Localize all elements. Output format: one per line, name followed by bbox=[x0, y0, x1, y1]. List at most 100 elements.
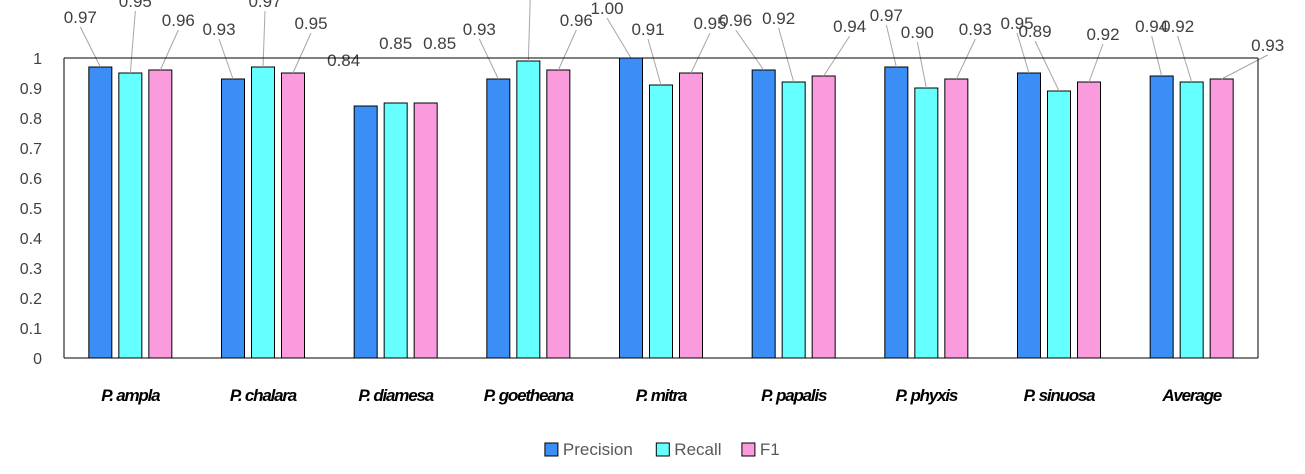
data-label-recall: 0.91 bbox=[631, 20, 664, 39]
label-leader-line bbox=[129, 10, 136, 74]
bar-f1 bbox=[546, 69, 571, 359]
label-leader-line bbox=[557, 29, 577, 71]
label-leader-line bbox=[735, 29, 765, 71]
label-leader-line bbox=[1034, 40, 1060, 92]
bar-precision bbox=[221, 78, 245, 359]
y-tick-label: 0.2 bbox=[20, 291, 42, 308]
label-leader-line bbox=[478, 38, 499, 80]
bar-precision bbox=[353, 105, 378, 359]
bar-recall bbox=[516, 60, 541, 359]
label-leader-line bbox=[606, 17, 632, 59]
y-tick-label: 0.1 bbox=[20, 321, 42, 338]
legend-label-recall: Recall bbox=[674, 440, 721, 459]
bar-recall bbox=[1047, 90, 1071, 359]
legend-swatch-recall bbox=[655, 442, 670, 457]
y-tick-label: 0.9 bbox=[20, 81, 42, 98]
data-label-precision: 0.95 bbox=[1000, 14, 1033, 33]
bar-recall bbox=[781, 81, 806, 359]
bar-precision bbox=[884, 66, 909, 359]
data-label-recall: 0.95 bbox=[119, 0, 152, 11]
data-label-f1: 0.92 bbox=[1086, 25, 1119, 44]
data-label-recall: 0.92 bbox=[1161, 17, 1194, 36]
label-leader-line bbox=[1221, 54, 1268, 80]
x-tick-label: P. papalis bbox=[761, 386, 827, 405]
x-axis-ticks: P. ampla P. chalara P. diamesa P. goetheana… bbox=[101, 386, 1223, 405]
data-label-recall: 0.97 bbox=[248, 0, 281, 11]
legend: Precision Recall F1 bbox=[544, 440, 780, 459]
legend-label-f1: F1 bbox=[760, 440, 780, 459]
data-label-f1: 0.94 bbox=[833, 17, 866, 36]
x-tick-label: P. goetheana bbox=[484, 386, 574, 405]
data-label-recall: 0.85 bbox=[379, 34, 412, 53]
bar-f1 bbox=[679, 72, 703, 359]
bar-f1 bbox=[413, 102, 438, 359]
label-leader-line bbox=[778, 27, 795, 83]
bar-precision bbox=[619, 57, 643, 359]
x-tick-label: Average bbox=[1161, 386, 1221, 405]
y-tick-label: 0.7 bbox=[20, 141, 42, 158]
label-leader-line bbox=[916, 41, 927, 89]
x-tick-label: P. mitra bbox=[636, 386, 687, 405]
label-leader-line bbox=[1088, 43, 1104, 83]
label-leader-line bbox=[955, 38, 976, 80]
data-label-precision: 0.94 bbox=[1135, 17, 1168, 36]
bar-f1 bbox=[1077, 81, 1101, 359]
y-tick-label: 0.5 bbox=[20, 201, 42, 218]
x-tick-label: P. sinuosa bbox=[1024, 386, 1096, 405]
data-label-precision: 0.93 bbox=[463, 20, 496, 39]
data-label-f1: 0.96 bbox=[560, 11, 593, 30]
legend-swatch-f1 bbox=[741, 442, 756, 457]
legend-swatch-precision bbox=[544, 442, 559, 457]
data-label-recall: 0.89 bbox=[1018, 22, 1051, 41]
data-label-f1: 0.95 bbox=[294, 14, 327, 33]
x-tick-label: P. ampla bbox=[101, 386, 160, 405]
label-leader-line bbox=[647, 38, 662, 86]
bars bbox=[88, 57, 1234, 359]
label-leader-line bbox=[690, 32, 711, 74]
plot-frame bbox=[63, 57, 1259, 359]
bar-f1 bbox=[148, 69, 173, 359]
data-label-f1: 0.93 bbox=[1251, 36, 1284, 55]
label-leader-line bbox=[527, 0, 531, 62]
bar-recall bbox=[251, 66, 275, 359]
bar-recall bbox=[914, 87, 939, 359]
bar-f1 bbox=[1209, 78, 1234, 359]
label-leader-line bbox=[885, 24, 897, 68]
x-tick-label: P. diamesa bbox=[358, 386, 433, 405]
bar-recall bbox=[383, 102, 408, 359]
y-tick-label: 0.3 bbox=[20, 261, 42, 278]
bar-f1 bbox=[811, 75, 836, 359]
y-tick-label: 0.4 bbox=[20, 231, 42, 248]
bar-precision bbox=[88, 66, 113, 359]
y-tick-label: 1 bbox=[33, 51, 42, 68]
label-leader-line bbox=[1177, 35, 1193, 83]
data-label-f1: 0.93 bbox=[959, 20, 992, 39]
data-label-precision: 0.97 bbox=[64, 8, 97, 27]
data-label-recall: 0.90 bbox=[901, 23, 934, 42]
bar-precision bbox=[486, 78, 511, 359]
bar-recall bbox=[118, 72, 143, 359]
label-leader-line bbox=[218, 38, 234, 80]
data-label-f1: 0.96 bbox=[162, 11, 195, 30]
data-label-recall: 0.92 bbox=[762, 9, 795, 28]
y-tick-label: 0.6 bbox=[20, 171, 42, 188]
y-axis-ticks: 0 0.1 0.2 0.3 0.4 0.5 0.6 0.7 0.8 0.9 1 bbox=[20, 51, 42, 368]
label-leader-line bbox=[159, 29, 179, 71]
data-label-precision: 0.96 bbox=[719, 11, 752, 30]
y-tick-label: 0.8 bbox=[20, 111, 42, 128]
label-leader-line bbox=[1016, 32, 1030, 74]
label-leader-lines bbox=[79, 0, 1268, 92]
bar-f1 bbox=[944, 78, 969, 359]
data-label-precision: 0.93 bbox=[202, 20, 235, 39]
bar-precision bbox=[1017, 72, 1041, 359]
label-leader-line bbox=[292, 32, 312, 74]
label-leader-line bbox=[1151, 35, 1163, 77]
legend-label-precision: Precision bbox=[563, 440, 633, 459]
label-leader-line bbox=[262, 10, 266, 68]
y-tick-label: 0 bbox=[33, 351, 42, 368]
bar-recall bbox=[649, 84, 673, 359]
x-tick-label: P. phyxis bbox=[896, 386, 958, 405]
bar-f1 bbox=[281, 72, 305, 359]
